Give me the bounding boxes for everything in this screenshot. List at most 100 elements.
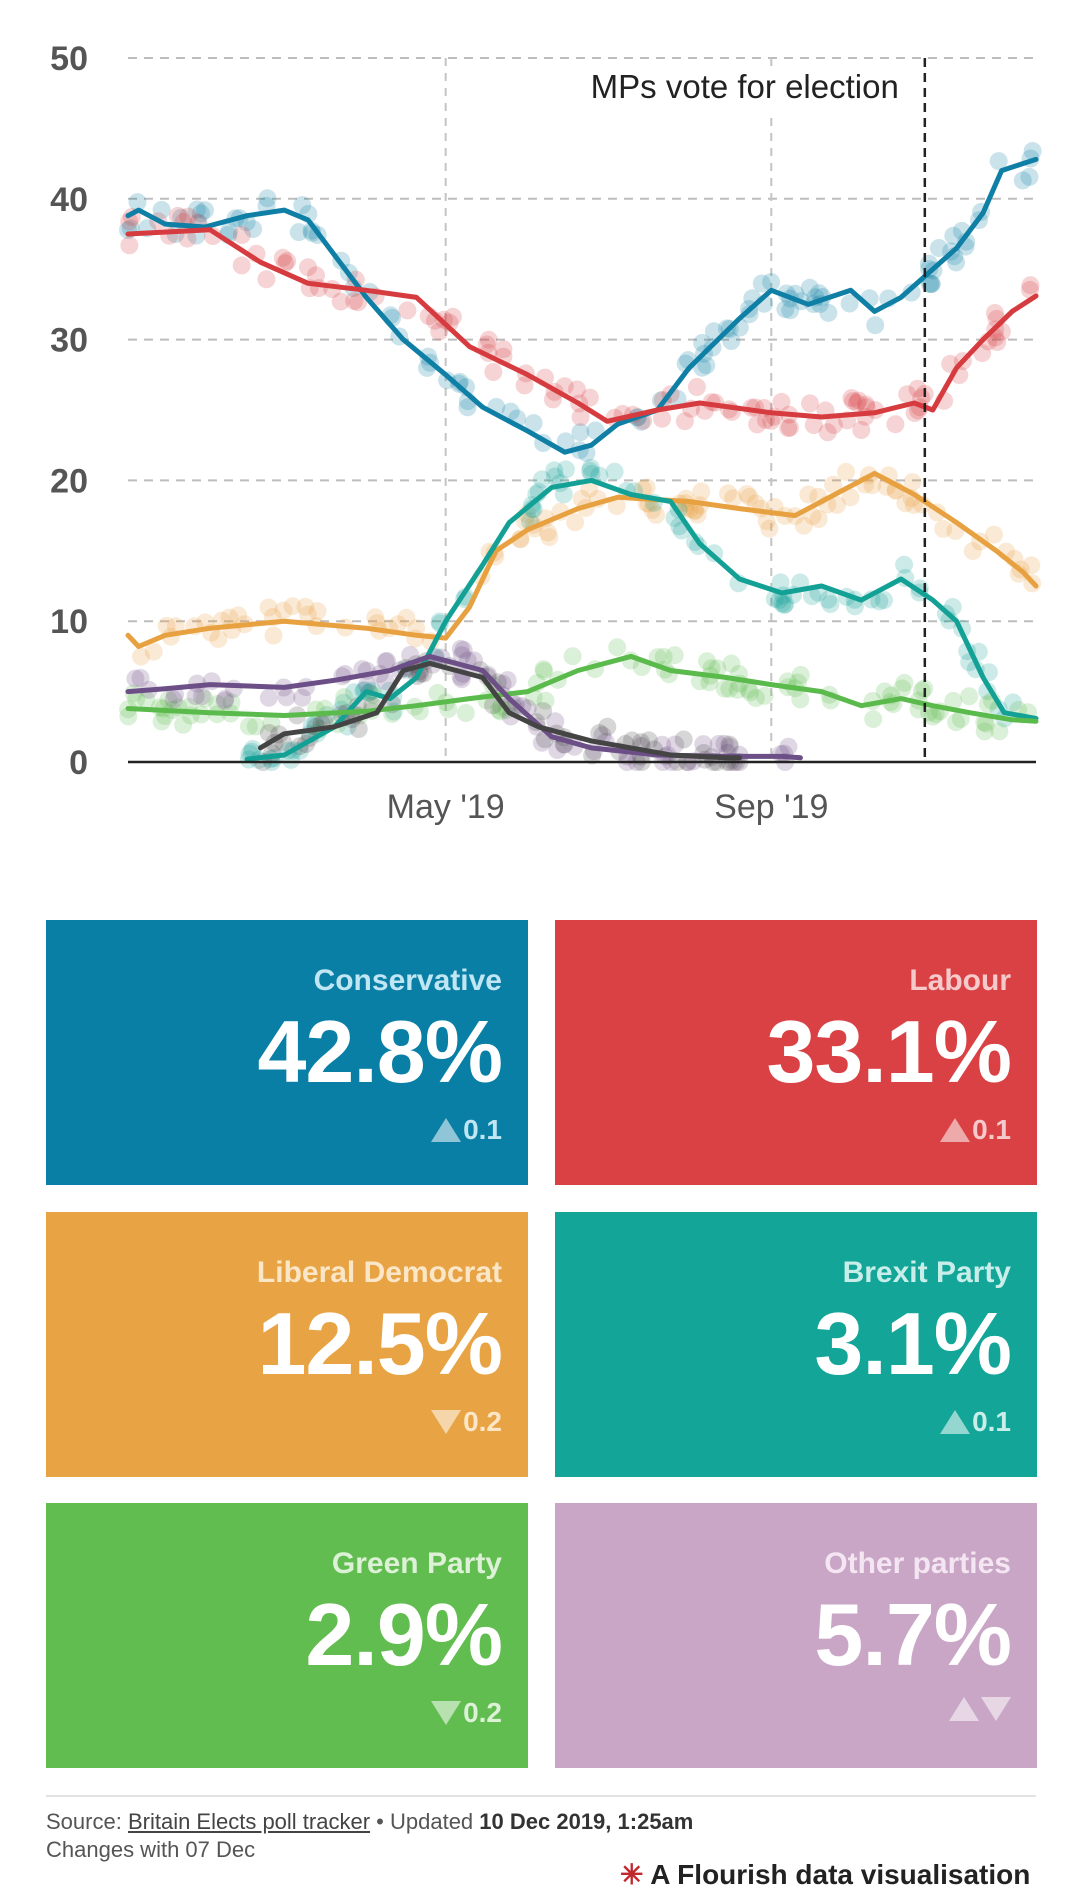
card-other-parties: Other parties 5.7% xyxy=(555,1503,1037,1768)
poll-dot xyxy=(534,702,553,721)
poll-dot xyxy=(772,392,791,411)
poll-dot xyxy=(454,641,473,659)
poll-dot xyxy=(568,380,586,399)
poll-dot xyxy=(376,652,395,671)
footer-divider xyxy=(46,1795,1036,1797)
trend-lines xyxy=(125,156,1039,762)
poll-dot xyxy=(687,378,706,396)
poll-dot xyxy=(533,470,551,489)
poll-dot xyxy=(607,497,626,516)
poll-dot xyxy=(222,693,241,712)
poll-dot xyxy=(864,710,883,729)
poll-dot xyxy=(985,525,1003,544)
poll-dot xyxy=(776,300,795,319)
card-change: 0.2 xyxy=(431,1406,502,1438)
poll-dot xyxy=(440,313,459,332)
poll-dot xyxy=(929,239,948,257)
poll-dot xyxy=(458,398,477,417)
triangle-down-icon xyxy=(431,1701,462,1725)
poll-dot xyxy=(985,304,1004,322)
poll-dot xyxy=(186,687,205,706)
poll-dot xyxy=(366,608,385,627)
poll-dot xyxy=(852,421,871,439)
poll-dot xyxy=(896,494,915,513)
poll-dot xyxy=(688,505,707,524)
poll-dot xyxy=(172,208,191,227)
poll-dot xyxy=(556,460,575,479)
poll-dot xyxy=(582,464,601,483)
poll-dot xyxy=(819,590,838,609)
poll-dot xyxy=(443,307,462,326)
poll-dot xyxy=(922,274,941,293)
poll-dot xyxy=(246,717,265,736)
poll-dot xyxy=(653,735,672,754)
poll-dot xyxy=(358,676,376,695)
poll-dot xyxy=(296,597,315,616)
poll-dot xyxy=(276,254,295,273)
poll-dot xyxy=(904,495,923,514)
source-label: Source: xyxy=(46,1809,122,1834)
poll-dot xyxy=(934,519,953,538)
card-party-name: Labour xyxy=(909,964,1011,997)
poll-dot xyxy=(354,681,373,700)
poll-dot xyxy=(977,714,995,733)
poll-dot xyxy=(866,316,885,335)
poll-dot xyxy=(398,301,417,320)
poll-dot xyxy=(821,595,840,613)
poll-dot xyxy=(722,332,741,350)
poll-dot xyxy=(824,475,843,494)
poll-dot xyxy=(893,679,912,698)
poll-dot xyxy=(258,189,277,208)
annotation-label: MPs vote for election xyxy=(591,68,899,105)
poll-dot xyxy=(809,510,828,528)
poll-dot xyxy=(220,608,239,627)
poll-dot xyxy=(331,292,350,311)
poll-dot xyxy=(748,415,767,434)
poll-dot xyxy=(902,283,921,302)
poll-dot xyxy=(762,411,781,430)
source-link[interactable]: Britain Elects poll tracker xyxy=(127,1809,371,1834)
poll-dot xyxy=(229,606,248,625)
poll-dot xyxy=(243,740,262,758)
poll-dot xyxy=(757,512,776,531)
x-tick-label: Sep '19 xyxy=(714,788,828,826)
poll-dot xyxy=(1022,556,1041,575)
card-vote-share: 42.8% xyxy=(257,1002,503,1101)
poll-dot xyxy=(257,270,276,289)
poll-dot xyxy=(488,673,507,692)
poll-dot xyxy=(779,419,798,438)
poll-dot xyxy=(1004,693,1022,712)
poll-dot xyxy=(376,672,395,691)
poll-dot xyxy=(598,717,617,736)
poll-dot xyxy=(857,395,875,414)
poll-dot xyxy=(484,363,503,381)
poll-dot xyxy=(804,416,823,434)
poll-dot xyxy=(728,680,747,699)
poll-dot xyxy=(739,680,758,699)
poll-dot xyxy=(179,207,198,226)
poll-dot xyxy=(740,305,759,324)
poll-dot xyxy=(653,409,672,428)
poll-dot xyxy=(581,458,600,477)
poll-dot xyxy=(244,220,263,239)
poll-dot xyxy=(720,737,739,756)
poll-dot xyxy=(128,193,147,212)
poll-dot xyxy=(1020,167,1039,186)
poll-dot xyxy=(715,679,734,698)
poll-dot xyxy=(152,712,171,731)
poll-dot xyxy=(378,652,396,670)
updated-label: • Updated xyxy=(376,1809,474,1834)
card-change: 0.1 xyxy=(940,1114,1011,1146)
poll-dot xyxy=(781,301,800,320)
poll-dot xyxy=(841,488,860,507)
poll-dot xyxy=(137,691,156,710)
poll-dot xyxy=(740,487,759,506)
poll-dot xyxy=(686,502,705,520)
poll-dot xyxy=(152,200,171,219)
poll-dot xyxy=(886,415,905,434)
poll-dot xyxy=(571,423,590,442)
poll-dot xyxy=(746,689,765,707)
poll-dot xyxy=(912,681,931,700)
y-tick-label: 50 xyxy=(50,40,88,78)
card-party-name: Conservative xyxy=(313,964,502,997)
